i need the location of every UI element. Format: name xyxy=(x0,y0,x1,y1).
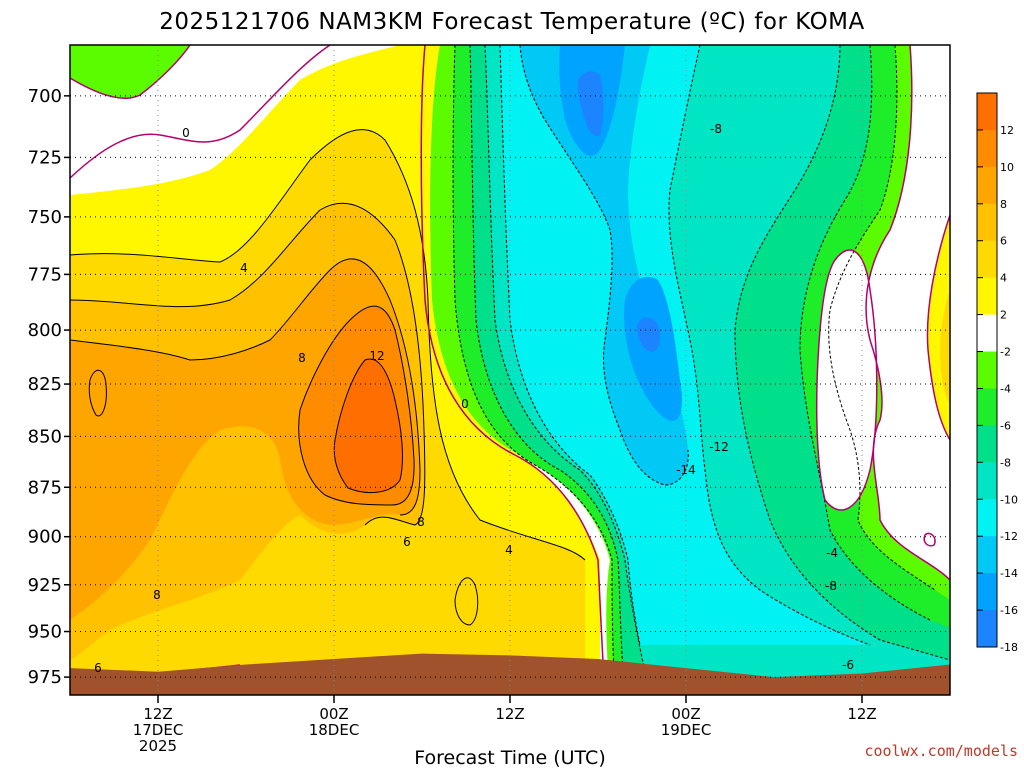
colorbar-tick-label: -18 xyxy=(1000,641,1018,654)
y-tick-label: 750 xyxy=(28,207,62,228)
contour-lines-dashed xyxy=(452,45,950,695)
x-tick-label: 12Z xyxy=(495,705,524,723)
y-tick-label: 975 xyxy=(28,667,62,688)
colorbar-swatch xyxy=(977,573,997,611)
colorbar-swatch xyxy=(977,240,997,279)
contour-label: 4 xyxy=(505,543,513,557)
colorbar-tick-label: -12 xyxy=(1000,530,1018,543)
contour-label: 0 xyxy=(182,126,190,140)
x-tick-label: 00Z xyxy=(671,705,700,723)
contour-label: -4 xyxy=(826,546,838,560)
colorbar-tick-label: 2 xyxy=(1000,309,1007,322)
colorbar-frame xyxy=(976,92,998,648)
x-tick-label: 19DEC xyxy=(661,721,712,739)
colorbar-swatch xyxy=(977,462,997,500)
colorbar-swatch xyxy=(977,203,997,242)
contour-label: 12 xyxy=(369,349,384,363)
contour-label: 8 xyxy=(153,588,161,602)
x-tick-label: 2025 xyxy=(139,737,177,755)
colorbar-tick-label: 10 xyxy=(1000,161,1014,174)
colorbar-tick-label: 6 xyxy=(1000,235,1007,248)
colorbar-swatch xyxy=(977,610,997,648)
colorbar-tick-label: -8 xyxy=(1000,456,1011,469)
colorbar-tick-label: 8 xyxy=(1000,198,1007,211)
region-minus-10c xyxy=(500,45,870,645)
colorbar-swatch xyxy=(977,425,997,463)
x-tick-label: 17DEC xyxy=(133,721,184,739)
x-tick-label: 00Z xyxy=(319,705,348,723)
colorbar-swatch xyxy=(977,166,997,205)
y-tick-label: 825 xyxy=(28,374,62,395)
contour-label: 6 xyxy=(403,535,411,549)
colorbar-swatch xyxy=(977,314,997,353)
x-axis-label: Forecast Time (UTC) xyxy=(414,747,605,768)
grid xyxy=(70,45,950,695)
y-tick-label: 800 xyxy=(28,320,62,341)
y-tick-label: 925 xyxy=(28,575,62,596)
colorbar-tick-label: -2 xyxy=(1000,346,1011,359)
contour-label: -6 xyxy=(842,658,854,672)
region-12c xyxy=(334,359,403,493)
colorbar-swatch xyxy=(977,93,997,131)
y-tick-label: 950 xyxy=(28,622,62,643)
colorbar: 12 10 8 6 4 2 -2 -4 -6 -8 -10 -12 -14 -16 -18 xyxy=(976,92,1018,654)
plot-area xyxy=(70,45,950,695)
contour-label: -14 xyxy=(676,463,696,477)
contour-label: 8 xyxy=(417,515,425,529)
region-right-warmer xyxy=(940,290,950,405)
colorbar-swatch xyxy=(977,129,997,168)
contour-label: 8 xyxy=(298,351,306,365)
contour-label: -8 xyxy=(710,122,722,136)
colorbar-tick-label: -4 xyxy=(1000,382,1011,395)
colorbar-tick-label: -16 xyxy=(1000,604,1018,617)
y-tick-label: 775 xyxy=(28,264,62,285)
y-tick-label: 900 xyxy=(28,527,62,548)
chart-title: 2025121706 NAM3KM Forecast Temperature (… xyxy=(159,9,865,35)
colorbar-tick-label: 12 xyxy=(1000,124,1014,137)
colorbar-swatch xyxy=(977,277,997,316)
contour-label: -12 xyxy=(709,440,729,454)
y-tick-label: 850 xyxy=(28,426,62,447)
x-tick-label: 12Z xyxy=(847,705,876,723)
x-tick-label: 18DEC xyxy=(309,721,360,739)
credit-text: coolwx.com/models xyxy=(864,742,1018,760)
contour-label: 6 xyxy=(94,661,102,675)
colorbar-tick-label: -10 xyxy=(1000,493,1018,506)
region-minus-16c-lower xyxy=(637,317,660,352)
colorbar-tick-label: -6 xyxy=(1000,419,1011,432)
colorbar-tick-label: -14 xyxy=(1000,567,1018,580)
colorbar-tick-label: 4 xyxy=(1000,272,1007,285)
region-minus-16c xyxy=(577,71,604,137)
contour-label: -8 xyxy=(825,579,837,593)
y-tick-label: 700 xyxy=(28,86,62,107)
contour-label: 4 xyxy=(240,261,248,275)
x-tick-label: 12Z xyxy=(143,705,172,723)
region-minus-2c xyxy=(70,45,190,99)
contour-label: 0 xyxy=(461,397,469,411)
ground xyxy=(70,653,950,695)
colorbar-swatch xyxy=(977,536,997,574)
y-tick-label: 875 xyxy=(28,477,62,498)
y-axis: 700 725 750 775 800 825 850 875 900 925 950 975 xyxy=(28,86,70,688)
colorbar-swatch xyxy=(977,351,997,389)
colorbar-swatch xyxy=(977,388,997,426)
y-tick-label: 725 xyxy=(28,147,62,168)
colorbar-swatch xyxy=(977,499,997,537)
